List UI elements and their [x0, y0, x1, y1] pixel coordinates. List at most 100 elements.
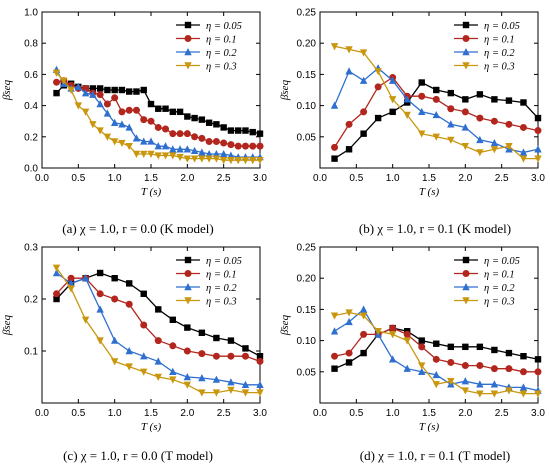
data-point: [205, 137, 213, 145]
legend-label: η = 0.05: [206, 21, 242, 32]
data-point: [227, 378, 235, 386]
data-point: [140, 150, 148, 158]
data-point: [241, 380, 250, 388]
data-point: [82, 84, 90, 92]
data-point: [125, 347, 133, 355]
y-tick-label: 0.05: [297, 132, 317, 143]
data-point: [198, 389, 206, 397]
data-point: [345, 359, 353, 366]
data-point: [125, 300, 133, 308]
legend-marker: [462, 48, 470, 56]
data-point: [461, 362, 469, 370]
data-point: [476, 343, 484, 351]
data-point: [476, 380, 484, 388]
data-point: [249, 157, 257, 165]
legend-marker: [462, 256, 470, 264]
data-point: [183, 381, 192, 389]
data-point: [476, 149, 484, 157]
data-point: [198, 374, 206, 382]
data-point: [184, 113, 191, 120]
legend-marker: [462, 21, 470, 29]
data-point: [198, 148, 206, 156]
legend-label: η = 0.1: [484, 34, 515, 45]
data-point: [433, 86, 440, 94]
data-point: [241, 389, 250, 397]
x-tick-label: 0.0: [35, 408, 49, 419]
legend-label: η = 0.1: [484, 269, 515, 280]
data-point: [52, 269, 61, 277]
data-point: [476, 390, 484, 398]
data-point: [161, 152, 170, 160]
data-point: [132, 150, 141, 158]
data-point: [96, 91, 104, 99]
data-point: [198, 329, 206, 336]
legend-label: η = 0.2: [206, 48, 237, 59]
data-point: [534, 356, 542, 363]
data-point: [461, 387, 470, 395]
data-point: [256, 142, 264, 150]
x-tick-label: 1.5: [144, 173, 158, 184]
data-point: [490, 390, 499, 398]
x-tick-label: 2.5: [495, 173, 509, 184]
data-point: [418, 367, 426, 375]
legend: η = 0.05 η = 0.1 η = 0.2 η = 0.3: [454, 21, 520, 72]
x-tick-label: 0.5: [349, 173, 363, 184]
data-point: [519, 123, 527, 131]
data-point: [505, 349, 513, 357]
data-point: [74, 82, 83, 91]
data-point: [519, 155, 528, 163]
data-point: [519, 148, 528, 156]
data-point: [227, 141, 235, 149]
data-point: [403, 364, 411, 372]
data-point: [133, 88, 140, 95]
legend-marker: [462, 62, 470, 70]
data-point: [389, 108, 396, 116]
data-point: [359, 305, 368, 313]
data-point: [388, 331, 397, 339]
legend-marker: [184, 62, 192, 70]
y-tick-label: 0.3: [24, 243, 38, 254]
y-tick-label: 1.0: [24, 8, 38, 19]
data-point: [345, 46, 353, 54]
data-point: [490, 117, 498, 125]
data-point: [227, 157, 235, 165]
legend: η = 0.05 η = 0.1 η = 0.2 η = 0.3: [454, 256, 520, 307]
data-point: [374, 83, 382, 91]
x-tick-label: 0.0: [35, 173, 49, 184]
x-tick-label: 3.0: [253, 408, 267, 419]
data-point: [183, 373, 192, 381]
data-point: [96, 290, 104, 298]
data-point: [154, 357, 162, 365]
data-point: [242, 127, 249, 134]
data-point: [256, 380, 264, 388]
legend-label: η = 0.05: [206, 256, 242, 267]
data-point: [191, 114, 198, 122]
series-2: [331, 74, 542, 151]
y-tick-label: 0.1: [24, 347, 38, 358]
data-point: [403, 330, 411, 338]
data-point: [418, 362, 426, 370]
data-point: [169, 145, 177, 153]
data-point: [169, 108, 176, 116]
y-tick-label: 0.10: [297, 101, 317, 112]
legend-label: η = 0.3: [484, 296, 515, 307]
data-point: [140, 368, 148, 376]
data-point: [418, 79, 425, 86]
legend-marker: [184, 283, 192, 291]
data-point: [345, 309, 353, 317]
legend: η = 0.05 η = 0.1 η = 0.2 η = 0.3: [176, 21, 242, 72]
data-point: [241, 142, 249, 150]
data-point: [331, 352, 339, 360]
data-point: [505, 387, 513, 395]
x-tick-label: 1.0: [386, 173, 400, 184]
y-axis-label: β̄seq: [279, 79, 291, 101]
data-point: [447, 120, 455, 128]
data-point: [490, 146, 499, 154]
data-point: [140, 116, 148, 124]
data-point: [111, 94, 119, 102]
y-tick-label: 0.05: [297, 367, 317, 378]
data-point: [505, 120, 513, 128]
data-point: [256, 130, 264, 137]
data-point: [241, 157, 250, 165]
y-tick-label: 0.2: [24, 295, 38, 306]
